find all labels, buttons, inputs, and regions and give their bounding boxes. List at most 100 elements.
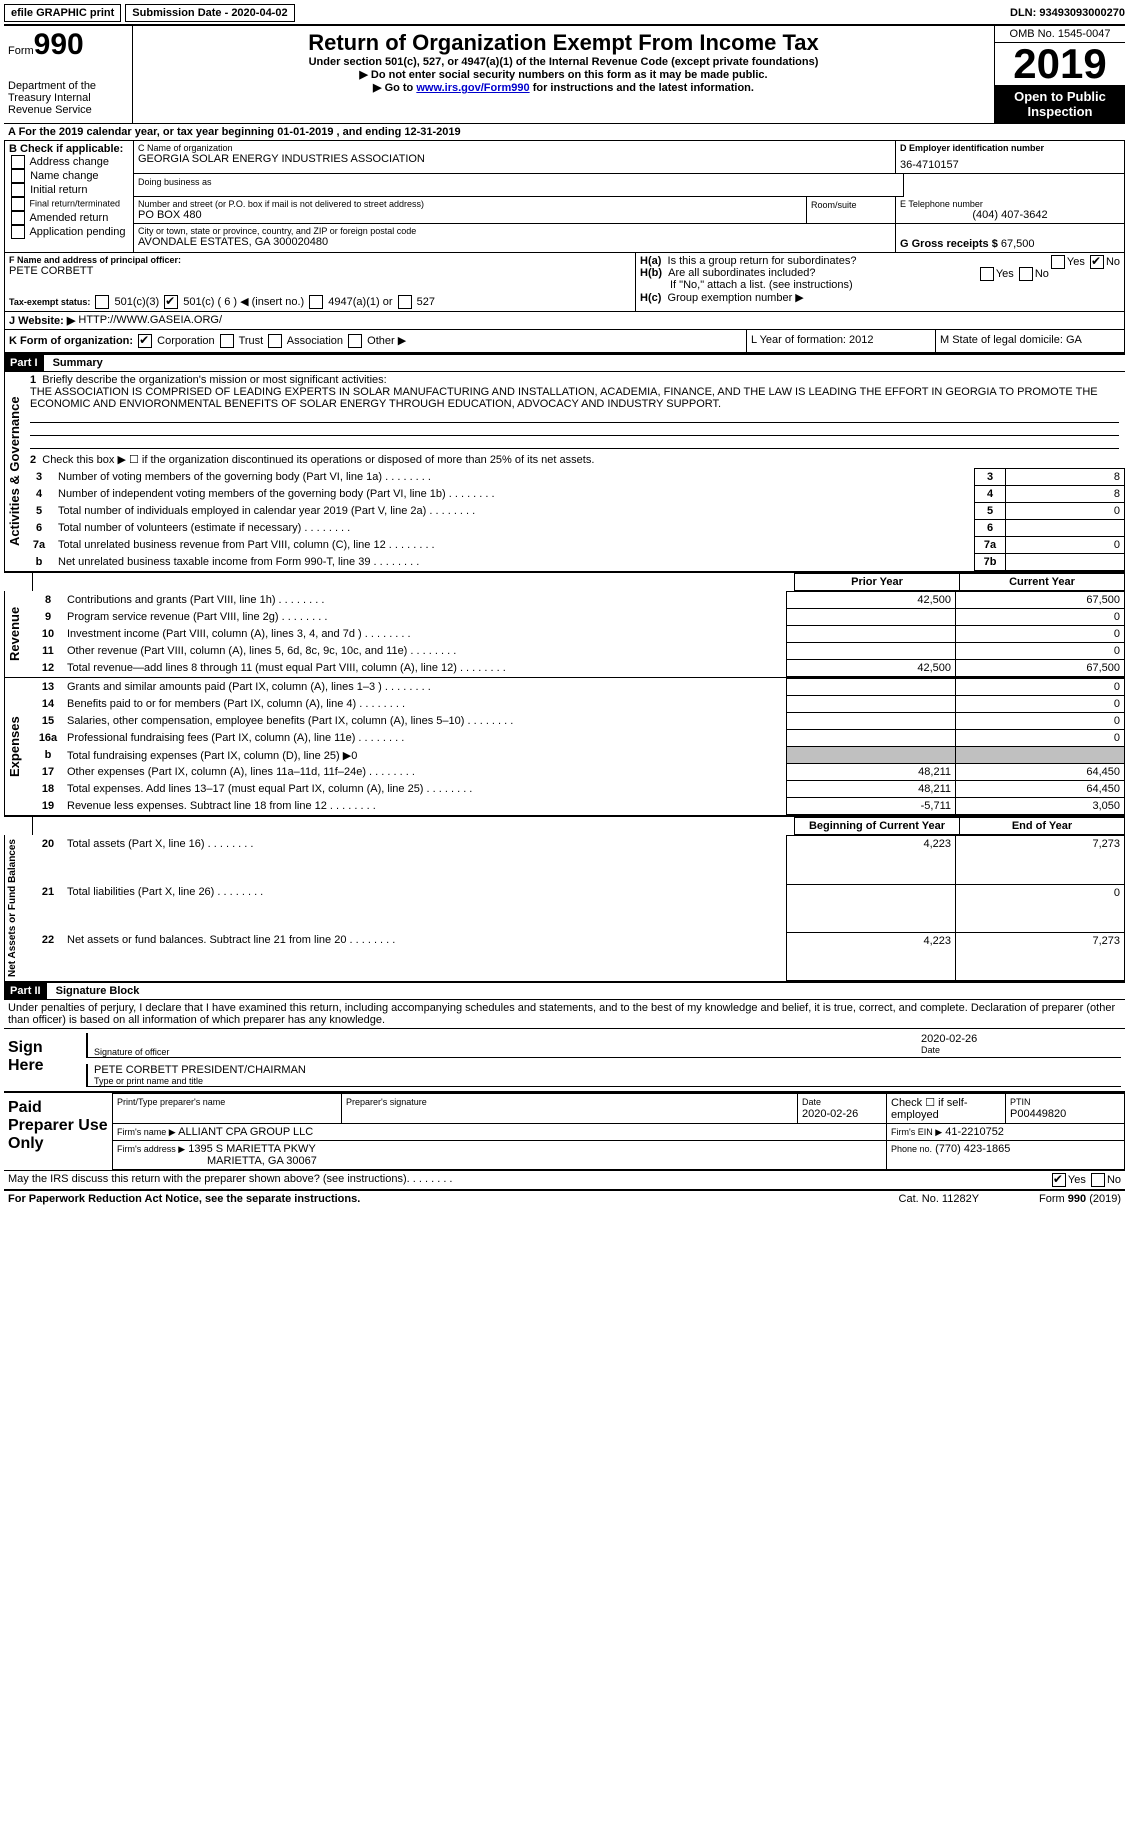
table-row: 3 Number of voting members of the govern… [24, 469, 1125, 486]
table-row: 12 Total revenue—add lines 8 through 11 … [33, 660, 1125, 677]
table-row: 8 Contributions and grants (Part VIII, l… [33, 592, 1125, 609]
sig-officer-label: Signature of officer [94, 1047, 921, 1057]
table-row: 18 Total expenses. Add lines 13–17 (must… [33, 781, 1125, 798]
check-self-employed[interactable]: Check ☐ if self-employed [887, 1094, 1006, 1124]
part1-title: Summary [47, 355, 109, 371]
opt-amended[interactable]: Amended return [29, 212, 108, 224]
table-row: 17 Other expenses (Part IX, column (A), … [33, 764, 1125, 781]
form-number: 990 [34, 28, 84, 61]
table-row: 10 Investment income (Part VIII, column … [33, 626, 1125, 643]
discuss-irs: May the IRS discuss this return with the… [8, 1173, 407, 1187]
side-netassets: Net Assets or Fund Balances [4, 835, 33, 981]
527[interactable]: 527 [417, 296, 435, 308]
side-revenue: Revenue [4, 591, 33, 677]
box-b: B Check if applicable: Address change Na… [4, 140, 134, 253]
table-row: 9 Program service revenue (Part VIII, li… [33, 609, 1125, 626]
form-header: Form990 Department of the Treasury Inter… [4, 24, 1125, 123]
firm-ein: 41-2210752 [945, 1126, 1004, 1138]
prep-name-label: Print/Type preparer's name [117, 1097, 225, 1107]
opt-final[interactable]: Final return/terminated [30, 198, 121, 208]
paperwork-notice: For Paperwork Reduction Act Notice, see … [8, 1193, 360, 1205]
table-row: 21 Total liabilities (Part X, line 26) 0 [33, 884, 1125, 932]
prep-date: 2020-02-26 [802, 1108, 858, 1120]
ein-value: 36-4710157 [900, 159, 1120, 171]
k-corp[interactable]: Corporation [157, 335, 214, 347]
part2-header: Part II [4, 983, 47, 999]
gross-label: G Gross receipts $ [900, 238, 998, 250]
table-row: 13 Grants and similar amounts paid (Part… [33, 679, 1125, 696]
subtitle-2: ▶ Do not enter social security numbers o… [137, 68, 990, 81]
hdr-end: End of Year [960, 817, 1125, 835]
efile-button[interactable]: efile GRAPHIC print [4, 4, 121, 22]
subtitle-1: Under section 501(c), 527, or 4947(a)(1)… [137, 56, 990, 68]
ptin: P00449820 [1010, 1108, 1066, 1120]
prep-date-label: Date [802, 1097, 821, 1107]
type-name-label: Type or print name and title [94, 1076, 1121, 1086]
ha-label: Is this a group return for subordinates? [668, 255, 857, 267]
part1-header: Part I [4, 355, 44, 371]
opt-pending[interactable]: Application pending [29, 226, 125, 238]
org-name-label: C Name of organization [138, 143, 891, 153]
opt-name[interactable]: Name change [30, 170, 99, 182]
penalty-text: Under penalties of perjury, I declare th… [4, 999, 1125, 1028]
table-row: 14 Benefits paid to or for members (Part… [33, 696, 1125, 713]
table-row: 20 Total assets (Part X, line 16) 4,223 … [33, 836, 1125, 884]
firm-name: ALLIANT CPA GROUP LLC [178, 1126, 313, 1138]
hb-label: Are all subordinates included? [668, 267, 815, 279]
table-row: b Net unrelated business taxable income … [24, 554, 1125, 571]
street-value: PO BOX 480 [138, 209, 802, 221]
table-row: 15 Salaries, other compensation, employe… [33, 713, 1125, 730]
sig-date: 2020-02-26 [921, 1033, 1121, 1045]
city-value: AVONDALE ESTATES, GA 300020480 [138, 236, 891, 248]
l1-text: THE ASSOCIATION IS COMPRISED OF LEADING … [30, 386, 1098, 410]
opt-address[interactable]: Address change [29, 156, 109, 168]
table-row: 4 Number of independent voting members o… [24, 486, 1125, 503]
k-other[interactable]: Other ▶ [367, 335, 406, 347]
dln: DLN: 93493093000270 [1010, 7, 1125, 19]
hc-label: Group exemption number ▶ [668, 292, 804, 304]
k-trust[interactable]: Trust [239, 335, 264, 347]
501c3[interactable]: 501(c)(3) [114, 296, 159, 308]
irs-link[interactable]: www.irs.gov/Form990 [416, 82, 529, 94]
form-title: Return of Organization Exempt From Incom… [137, 30, 990, 56]
date-label: Date [921, 1045, 1121, 1055]
cat-no: Cat. No. 11282Y [899, 1193, 980, 1205]
website-value[interactable]: HTTP://WWW.GASEIA.ORG/ [78, 314, 222, 327]
street-label: Number and street (or P.O. box if mail i… [138, 199, 802, 209]
phone-label: E Telephone number [900, 199, 1120, 209]
officer-value: PETE CORBETT [9, 265, 631, 277]
line-a: A For the 2019 calendar year, or tax yea… [4, 123, 1125, 140]
table-row: 11 Other revenue (Part VIII, column (A),… [33, 643, 1125, 660]
officer-label: F Name and address of principal officer: [9, 255, 631, 265]
paid-preparer: Paid Preparer Use Only [4, 1093, 112, 1170]
k-assoc[interactable]: Association [287, 335, 343, 347]
form-word: Form [8, 45, 34, 57]
dba-label: Doing business as [138, 177, 212, 187]
table-row: 22 Net assets or fund balances. Subtract… [33, 932, 1125, 980]
part2-title: Signature Block [50, 983, 146, 999]
officer-name-title: PETE CORBETT PRESIDENT/CHAIRMAN [94, 1064, 1121, 1076]
firm-city: MARIETTA, GA 30067 [117, 1155, 317, 1167]
tax-year: 2019 [995, 43, 1125, 85]
year-formation: L Year of formation: 2012 [747, 330, 936, 353]
hdr-prior: Prior Year [794, 573, 960, 591]
subtitle-3-pre: ▶ Go to [373, 82, 416, 94]
sign-here: Sign Here [4, 1029, 82, 1091]
tax-exempt-label: Tax-exempt status: [9, 297, 90, 307]
submission-date: Submission Date - 2020-04-02 [125, 4, 294, 22]
table-row: b Total fundraising expenses (Part IX, c… [33, 747, 1125, 764]
room-label: Room/suite [811, 200, 857, 210]
side-governance: Activities & Governance [4, 372, 24, 571]
website-label: J Website: ▶ [9, 314, 75, 327]
city-label: City or town, state or province, country… [138, 226, 891, 236]
l2: Check this box ▶ ☐ if the organization d… [42, 454, 594, 466]
4947a1[interactable]: 4947(a)(1) or [328, 296, 392, 308]
ein-label: D Employer identification number [900, 143, 1120, 153]
firm-phone-label: Phone no. [891, 1144, 932, 1154]
form-org-label: K Form of organization: [9, 335, 133, 347]
top-bar: efile GRAPHIC print Submission Date - 20… [4, 4, 1125, 22]
501c[interactable]: 501(c) ( 6 ) ◀ (insert no.) [183, 296, 304, 308]
opt-initial[interactable]: Initial return [30, 184, 87, 196]
firm-phone: (770) 423-1865 [935, 1143, 1010, 1155]
table-row: 6 Total number of volunteers (estimate i… [24, 520, 1125, 537]
